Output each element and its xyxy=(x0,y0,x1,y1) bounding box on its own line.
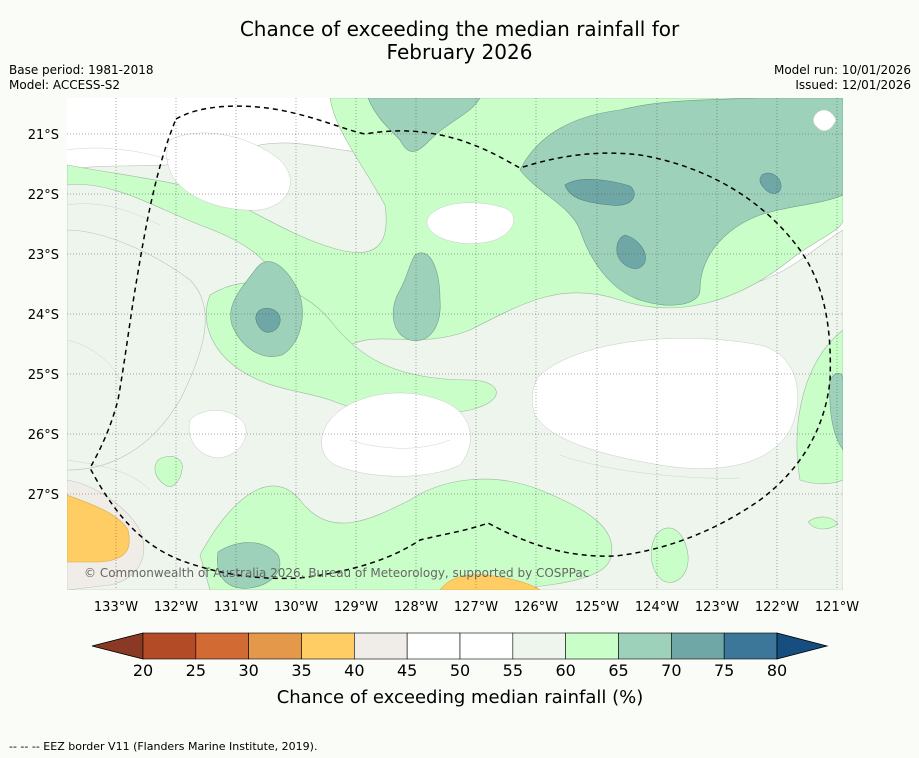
lat-label: 26°S xyxy=(28,428,59,443)
colorbar-segments xyxy=(142,632,778,660)
colorbar: 20 25 30 35 40 45 50 55 60 65 70 75 80 Chance of exc… xyxy=(91,632,829,708)
contour-60-65-small-1 xyxy=(154,456,183,487)
longitude-labels: 133°W 132°W 131°W 130°W 129°W 128°W 127°… xyxy=(94,600,859,615)
copyright-text: © Commonwealth of Australia 2026, Bureau… xyxy=(84,566,589,580)
eez-border-line xyxy=(89,105,832,580)
colorbar-segment xyxy=(723,632,778,660)
colorbar-segment xyxy=(618,632,672,660)
lon-label: 122°W xyxy=(755,600,799,615)
lon-label: 121°W xyxy=(815,600,859,615)
colorbar-tick-label: 20 xyxy=(133,661,153,680)
contour-white-center xyxy=(321,392,471,477)
graticule xyxy=(67,98,843,590)
colorbar-tick-label: 70 xyxy=(661,661,681,680)
lat-label: 21°S xyxy=(28,128,59,143)
contour-white-upper-center xyxy=(426,202,514,244)
contour-60-65-east xyxy=(796,329,843,485)
map-title: Chance of exceeding the median rainfall … xyxy=(0,18,919,64)
lat-label: 27°S xyxy=(28,488,59,503)
colorbar-segment xyxy=(512,632,566,660)
lat-label: 23°S xyxy=(28,248,59,263)
colorbar-low-extend xyxy=(91,632,144,660)
colorbar-high-extend xyxy=(776,632,829,660)
colorbar-tick-label: 75 xyxy=(714,661,734,680)
contour-35-40-southwest xyxy=(67,494,130,563)
colorbar-tick-label: 80 xyxy=(767,661,787,680)
contour-white-north xyxy=(166,132,291,211)
map-panel: © Commonwealth of Australia 2026, Bureau… xyxy=(67,98,843,590)
contour-70-75-b xyxy=(616,234,646,269)
contour-65-70-east xyxy=(829,372,843,451)
lat-label: 24°S xyxy=(28,308,59,323)
lon-label: 130°W xyxy=(274,600,318,615)
base-period: Base period: 1981-2018 xyxy=(9,63,154,77)
contour-60-65-south xyxy=(199,478,613,590)
lat-label: 25°S xyxy=(28,368,59,383)
contour-65-70-center xyxy=(392,252,441,342)
meta-right: Model run: 10/01/2026 Issued: 12/01/2026 xyxy=(774,63,911,93)
title-line-1: Chance of exceeding the median rainfall … xyxy=(239,17,680,41)
lon-label: 125°W xyxy=(575,600,619,615)
lon-label: 123°W xyxy=(695,600,739,615)
contour-55-60-west xyxy=(67,229,206,471)
lon-label: 127°W xyxy=(454,600,498,615)
contour-65-70-south xyxy=(217,542,281,589)
lon-label: 133°W xyxy=(94,600,138,615)
issued-date: Issued: 12/01/2026 xyxy=(795,78,911,92)
lon-label: 124°W xyxy=(635,600,679,615)
contour-white-small xyxy=(813,109,837,131)
colorbar-tick-label: 45 xyxy=(397,661,417,680)
colorbar-segment xyxy=(301,632,355,660)
contour-70-75-a xyxy=(564,179,635,206)
faint-contours xyxy=(67,147,741,491)
model-run: Model run: 10/01/2026 xyxy=(773,63,911,77)
colorbar-segment xyxy=(195,632,249,660)
lon-label: 131°W xyxy=(214,600,258,615)
colorbar-segment xyxy=(459,632,514,660)
colorbar-ticks: 20 25 30 35 40 45 50 55 60 65 70 75 80 xyxy=(133,661,787,680)
lon-label: 126°W xyxy=(514,600,558,615)
contour-70-75-d xyxy=(255,308,281,333)
contour-60-65-small-3 xyxy=(807,516,839,530)
colorbar-segment xyxy=(142,632,197,660)
model-name: Model: ACCESS-S2 xyxy=(9,78,121,92)
colorbar-segment xyxy=(565,632,619,660)
lat-label: 22°S xyxy=(28,188,59,203)
colorbar-tick-label: 65 xyxy=(608,661,628,680)
colorbar-tick-label: 50 xyxy=(450,661,470,680)
colorbar-tick-label: 55 xyxy=(503,661,523,680)
lon-label: 129°W xyxy=(334,600,378,615)
contour-65-70-northeast xyxy=(519,98,843,306)
eez-legend: -- -- -- EEZ border V11 (Flanders Marine… xyxy=(9,740,318,753)
latitude-labels: 21°S 22°S 23°S 24°S 25°S 26°S 27°S xyxy=(28,128,59,503)
colorbar-tick-label: 30 xyxy=(238,661,258,680)
meta-left: Base period: 1981-2018 Model: ACCESS-S2 xyxy=(9,63,154,93)
colorbar-segment xyxy=(248,632,302,660)
contour-60-65-small-2 xyxy=(650,527,689,583)
colorbar-tick-label: 60 xyxy=(555,661,575,680)
lon-label: 128°W xyxy=(394,600,438,615)
colorbar-segment xyxy=(406,632,461,660)
colorbar-segment xyxy=(671,632,725,660)
colorbar-segment xyxy=(354,632,408,660)
title-line-2: February 2026 xyxy=(386,40,533,64)
lon-label: 132°W xyxy=(154,600,198,615)
contour-70-75-c xyxy=(759,172,782,194)
colorbar-tick-label: 40 xyxy=(344,661,364,680)
colorbar-title: Chance of exceeding median rainfall (%) xyxy=(277,687,644,708)
colorbar-tick-label: 25 xyxy=(186,661,206,680)
contour-65-70-north-center xyxy=(367,98,481,152)
contour-white-east xyxy=(532,338,798,469)
colorbar-tick-label: 35 xyxy=(291,661,311,680)
